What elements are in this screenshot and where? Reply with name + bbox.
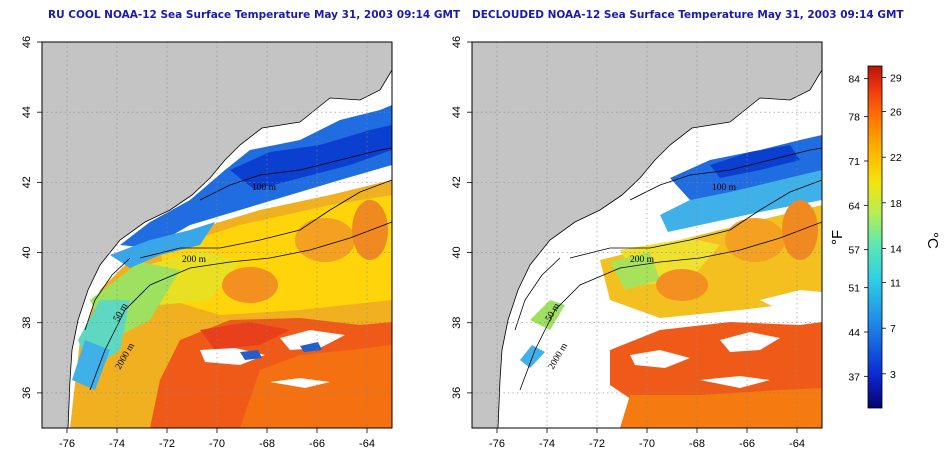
y-tick-label: 40: [21, 246, 33, 258]
colorbar-c-label: 11: [890, 278, 901, 290]
colorbar-f-label: 84: [848, 74, 860, 86]
isobath-2000m: [89, 221, 392, 391]
colorbar-c-label: 29: [890, 72, 902, 84]
y-tick-label: 46: [21, 36, 33, 48]
graticule-right: [472, 42, 822, 428]
colorbar-gradient: [867, 65, 883, 409]
y-axis-right: 36 38 40 42 44 46: [451, 36, 472, 399]
panel-right: DECLOUDED NOAA-12 Sea Surface Temperatur…: [451, 9, 904, 450]
x-tick-label: -76: [59, 438, 75, 450]
colorbar-f-label: 57: [848, 245, 860, 257]
y-tick-label: 36: [451, 387, 463, 399]
y-tick-label: 46: [451, 36, 463, 48]
coastline: [67, 69, 392, 428]
colorbar-f-label: 44: [848, 327, 860, 339]
colorbar-unit-c: °C: [924, 232, 941, 249]
land-area: [42, 42, 392, 428]
x-axis-left: -76 -74 -72 -70 -68 -66 -64: [59, 428, 375, 450]
y-tick-label: 38: [21, 317, 33, 329]
x-tick-label: -68: [689, 438, 705, 450]
isobath-100m: [199, 147, 392, 201]
colorbar-c-label: 26: [890, 107, 902, 119]
colorbar-f-label: 51: [848, 283, 860, 295]
x-tick-label: -70: [209, 438, 225, 450]
x-tick-label: -74: [539, 438, 555, 450]
colorbar-c-label: 18: [890, 198, 902, 210]
x-axis-right: -76 -74 -72 -70 -68 -66 -64: [489, 428, 805, 450]
isobath-50m: [84, 257, 131, 331]
x-tick-label: -68: [259, 438, 275, 450]
colorbar-fahrenheit-ticks: 84 78 71 64 57 51 44 37: [848, 74, 868, 383]
colorbar-c-label: 3: [890, 369, 896, 381]
colorbar: 84 78 71 64 57 51 44 37 29 26 22 18 14 11 7 3 °F °C: [829, 65, 941, 409]
graticule-left: [42, 42, 392, 428]
y-tick-label: 42: [21, 176, 33, 188]
colorbar-unit-f: °F: [829, 230, 846, 245]
panel-left-title: RU COOL NOAA-12 Sea Surface Temperature …: [48, 9, 461, 21]
colorbar-celsius-ticks: 29 26 22 18 14 11 7 3: [882, 72, 902, 381]
contour-label-200m: 200 m: [182, 255, 207, 265]
panel-left: RU COOL NOAA-12 Sea Surface Temperature …: [21, 9, 461, 450]
contour-label-200m-right: 200 m: [630, 255, 655, 265]
colorbar-c-label: 22: [890, 152, 902, 164]
isobath-200m: [139, 179, 392, 259]
y-tick-label: 40: [451, 246, 463, 258]
sst-map-left: [42, 42, 392, 428]
colorbar-f-label: 71: [848, 156, 860, 168]
sst-map-right: [472, 42, 822, 428]
x-tick-label: -70: [639, 438, 655, 450]
x-tick-label: -64: [789, 438, 805, 450]
y-tick-label: 42: [451, 176, 463, 188]
x-tick-label: -72: [589, 438, 605, 450]
x-tick-label: -64: [359, 438, 375, 450]
colorbar-c-label: 14: [890, 243, 902, 255]
x-tick-label: -72: [159, 438, 175, 450]
x-tick-label: -66: [309, 438, 325, 450]
contour-label-100m: 100 m: [252, 183, 277, 193]
colorbar-f-label: 64: [848, 200, 860, 212]
x-tick-label: -76: [489, 438, 505, 450]
y-tick-label: 44: [451, 106, 463, 118]
colorbar-f-label: 37: [848, 371, 860, 383]
x-tick-label: -74: [109, 438, 125, 450]
x-tick-label: -66: [739, 438, 755, 450]
colorbar-f-label: 78: [848, 112, 860, 124]
contour-label-100m-right: 100 m: [712, 183, 737, 193]
y-tick-label: 38: [451, 317, 463, 329]
y-axis-left: 36 38 40 42 44 46: [21, 36, 42, 399]
y-tick-label: 36: [21, 387, 33, 399]
y-tick-label: 44: [21, 106, 33, 118]
panel-right-title: DECLOUDED NOAA-12 Sea Surface Temperatur…: [472, 9, 904, 21]
colorbar-c-label: 7: [890, 323, 896, 335]
